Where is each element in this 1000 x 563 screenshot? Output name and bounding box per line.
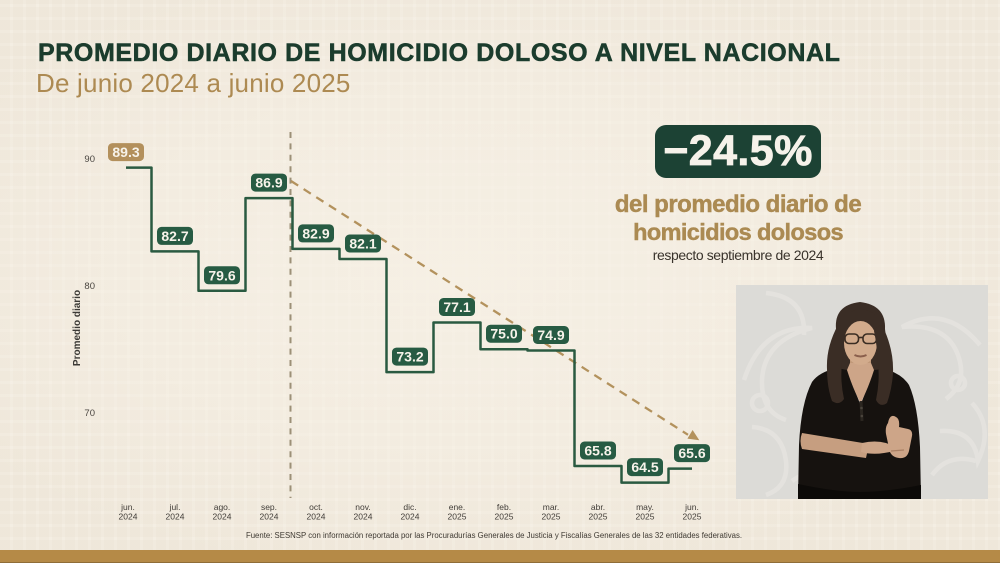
svg-text:2025: 2025 xyxy=(683,512,702,522)
svg-text:feb.: feb. xyxy=(497,502,511,512)
svg-text:75.0: 75.0 xyxy=(490,326,517,342)
svg-text:64.5: 64.5 xyxy=(631,459,658,475)
svg-text:nov.: nov. xyxy=(355,502,370,512)
svg-text:2024: 2024 xyxy=(401,512,420,522)
svg-text:jun.: jun. xyxy=(684,502,699,512)
svg-text:jun.: jun. xyxy=(120,502,135,512)
svg-text:90: 90 xyxy=(84,154,95,165)
svg-text:2025: 2025 xyxy=(636,512,655,522)
svg-text:65.8: 65.8 xyxy=(584,443,611,459)
svg-text:86.9: 86.9 xyxy=(255,175,282,191)
svg-text:2024: 2024 xyxy=(166,512,185,522)
svg-text:74.9: 74.9 xyxy=(537,327,564,343)
svg-text:jul.: jul. xyxy=(169,502,181,512)
svg-text:2025: 2025 xyxy=(542,512,561,522)
svg-text:73.2: 73.2 xyxy=(396,349,423,365)
svg-text:79.6: 79.6 xyxy=(208,267,235,283)
svg-text:2024: 2024 xyxy=(354,512,373,522)
svg-text:2024: 2024 xyxy=(213,512,232,522)
svg-text:65.6: 65.6 xyxy=(678,445,705,461)
svg-text:2024: 2024 xyxy=(260,512,279,522)
svg-text:2024: 2024 xyxy=(307,512,326,522)
svg-text:dic.: dic. xyxy=(403,502,416,512)
svg-text:77.1: 77.1 xyxy=(443,299,470,315)
svg-text:80: 80 xyxy=(84,281,95,292)
svg-text:2025: 2025 xyxy=(589,512,608,522)
svg-text:89.3: 89.3 xyxy=(112,144,139,160)
svg-text:2025: 2025 xyxy=(448,512,467,522)
svg-text:sep.: sep. xyxy=(261,502,277,512)
svg-text:ago.: ago. xyxy=(214,502,231,512)
svg-text:82.9: 82.9 xyxy=(302,225,329,241)
svg-text:oct.: oct. xyxy=(309,502,323,512)
svg-text:70: 70 xyxy=(84,408,95,419)
svg-text:abr.: abr. xyxy=(591,502,605,512)
svg-text:ene.: ene. xyxy=(449,502,466,512)
svg-text:2025: 2025 xyxy=(495,512,514,522)
svg-text:mar.: mar. xyxy=(543,502,560,512)
svg-text:Promedio diario: Promedio diario xyxy=(72,290,83,366)
svg-text:may.: may. xyxy=(636,502,654,512)
svg-text:82.1: 82.1 xyxy=(349,236,376,252)
svg-text:2024: 2024 xyxy=(119,512,138,522)
svg-text:82.7: 82.7 xyxy=(161,228,188,244)
